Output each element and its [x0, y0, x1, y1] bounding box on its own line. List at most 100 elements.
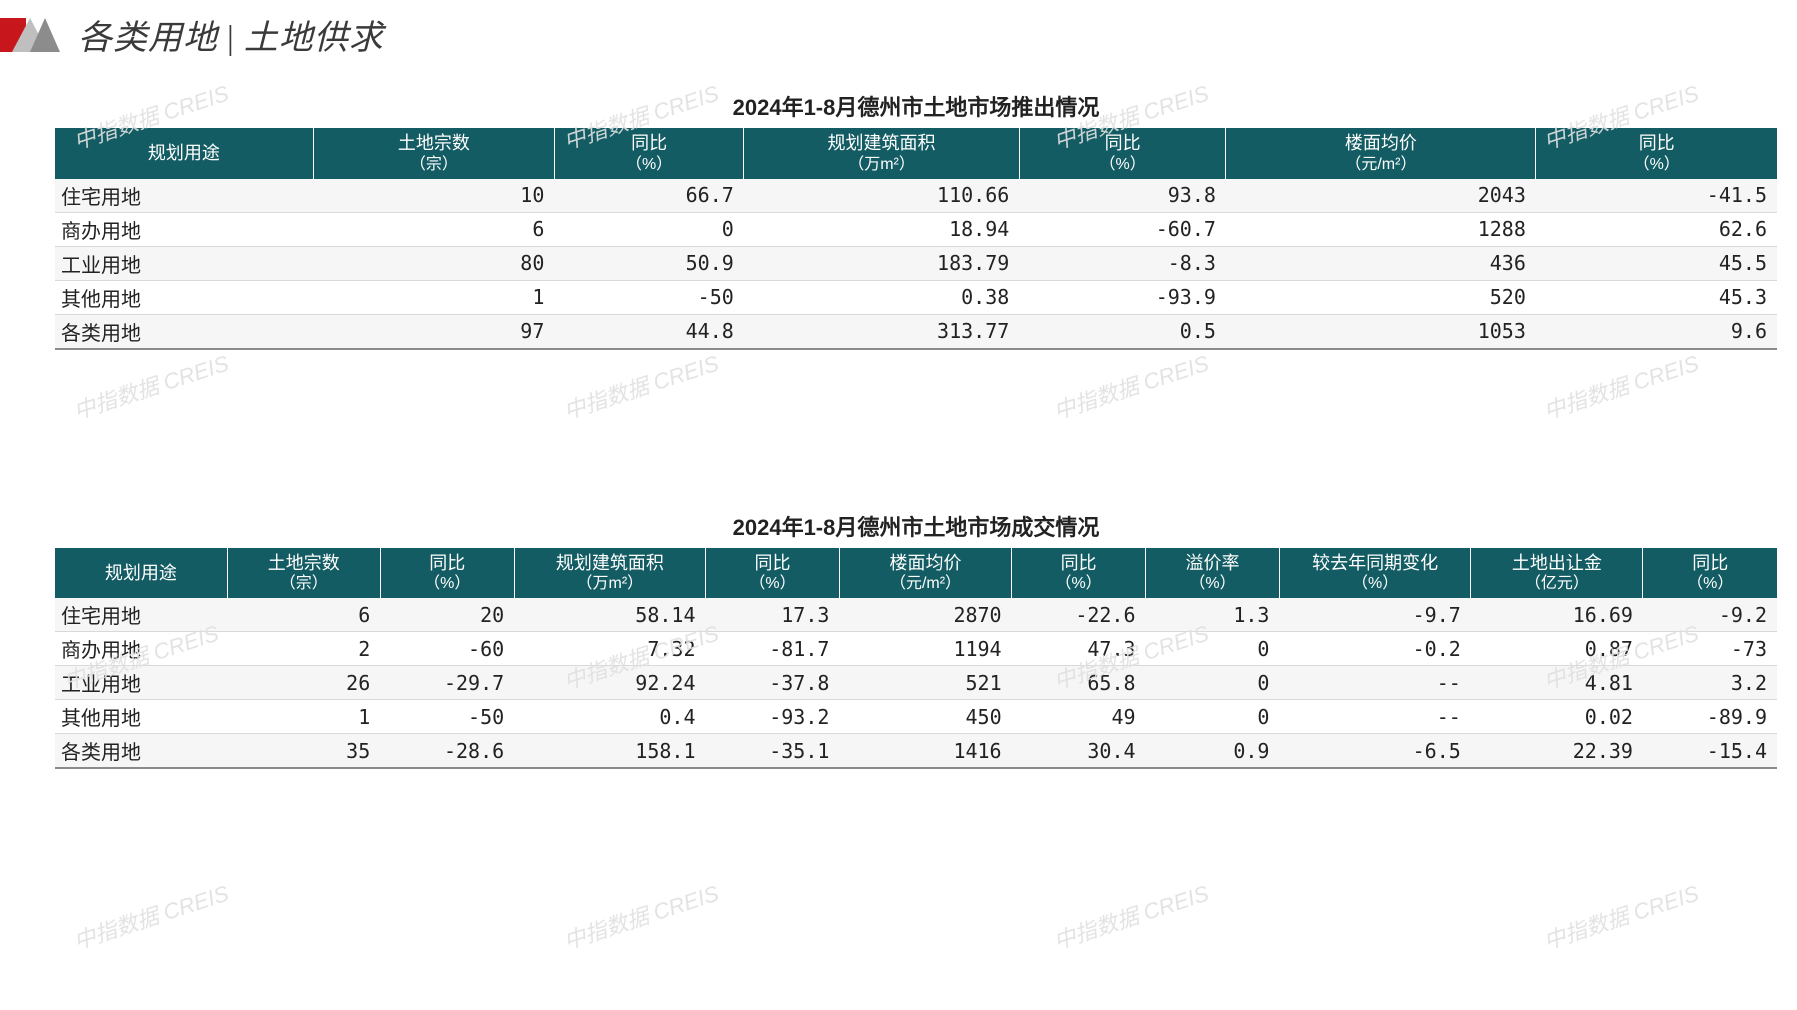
table2-cell: 0 [1146, 666, 1280, 700]
table2-cell: 65.8 [1012, 666, 1146, 700]
table2-cell: 0.87 [1471, 632, 1643, 666]
table2-cell: 0 [1146, 632, 1280, 666]
table2-cell: -89.9 [1643, 700, 1777, 734]
table2-cell: 49 [1012, 700, 1146, 734]
table1-header-row: 规划用途土地宗数（宗）同比（%）规划建筑面积（万m²）同比（%）楼面均价（元/m… [55, 128, 1777, 179]
table2-cell: -22.6 [1012, 598, 1146, 632]
table2-cell: -0.2 [1279, 632, 1470, 666]
table1-cell: -93.9 [1019, 280, 1226, 314]
table1-cell: -50 [554, 280, 743, 314]
table1-cell: -8.3 [1019, 246, 1226, 280]
table2-cell: 1 [227, 700, 380, 734]
table1-cell: 44.8 [554, 314, 743, 349]
table1-row: 工业用地8050.9183.79-8.343645.5 [55, 246, 1777, 280]
table2-cell: 1194 [839, 632, 1011, 666]
table2-cell: 1416 [839, 734, 1011, 769]
title-divider: | [223, 20, 239, 57]
table1-cell: 110.66 [744, 179, 1020, 213]
table2-col-6: 同比（%） [1012, 548, 1146, 599]
table2-row-label: 其他用地 [55, 700, 227, 734]
table2-cell: 0.02 [1471, 700, 1643, 734]
table2-col-1: 土地宗数（宗） [227, 548, 380, 599]
table2-cell: -37.8 [706, 666, 840, 700]
table2-cell: 0 [1146, 700, 1280, 734]
page-title-right: 土地供求 [244, 20, 384, 57]
table2-cell: 35 [227, 734, 380, 769]
page-header: 各类用地 | 土地供求 [0, 10, 384, 59]
table2-cell: 1.3 [1146, 598, 1280, 632]
table1-cell: 97 [313, 314, 554, 349]
table1-cell: 1288 [1226, 212, 1536, 246]
table2-col-10: 同比（%） [1643, 548, 1777, 599]
table1-cell: 2043 [1226, 179, 1536, 213]
table2-cell: -9.2 [1643, 598, 1777, 632]
table1-cell: -41.5 [1536, 179, 1777, 213]
table2-cell: -93.2 [706, 700, 840, 734]
table2-cell: -- [1279, 700, 1470, 734]
table1-cell: 62.6 [1536, 212, 1777, 246]
table2-cell: 2 [227, 632, 380, 666]
table2-cell: -15.4 [1643, 734, 1777, 769]
table1-cell: 1053 [1226, 314, 1536, 349]
table1-row-label: 工业用地 [55, 246, 313, 280]
table2-col-5: 楼面均价（元/m²） [839, 548, 1011, 599]
table2-row-label: 工业用地 [55, 666, 227, 700]
table1-row-label: 其他用地 [55, 280, 313, 314]
watermark: 中指数据 CREIS [1049, 876, 1212, 956]
table1-col-4: 同比（%） [1019, 128, 1226, 179]
table1-col-2: 同比（%） [554, 128, 743, 179]
table2-row: 住宅用地62058.1417.32870-22.61.3-9.716.69-9.… [55, 598, 1777, 632]
table2-row-label: 住宅用地 [55, 598, 227, 632]
table1-col-3: 规划建筑面积（万m²） [744, 128, 1020, 179]
table2-cell: -81.7 [706, 632, 840, 666]
table2-cell: 16.69 [1471, 598, 1643, 632]
table1-row: 其他用地1-500.38-93.952045.3 [55, 280, 1777, 314]
table1-cell: 45.5 [1536, 246, 1777, 280]
table2-col-3: 规划建筑面积（万m²） [514, 548, 705, 599]
table1-cell: 80 [313, 246, 554, 280]
table1-cell: 0.38 [744, 280, 1020, 314]
table1-cell: -60.7 [1019, 212, 1226, 246]
table2-cell: 20 [380, 598, 514, 632]
table1-cell: 1 [313, 280, 554, 314]
table1-row-label: 各类用地 [55, 314, 313, 349]
table1-cell: 0 [554, 212, 743, 246]
page-title: 各类用地 | 土地供求 [78, 10, 384, 59]
table2-col-8: 较去年同期变化（%） [1279, 548, 1470, 599]
table2-cell: 58.14 [514, 598, 705, 632]
table2-row: 商办用地2-607.32-81.7119447.30-0.20.87-73 [55, 632, 1777, 666]
table1-row: 各类用地9744.8313.770.510539.6 [55, 314, 1777, 349]
table2-cell: 2870 [839, 598, 1011, 632]
table1-cell: 9.6 [1536, 314, 1777, 349]
table1-cell: 50.9 [554, 246, 743, 280]
table1-row-label: 住宅用地 [55, 179, 313, 213]
table1-col-5: 楼面均价（元/m²） [1226, 128, 1536, 179]
table1-cell: 313.77 [744, 314, 1020, 349]
table1-cell: 520 [1226, 280, 1536, 314]
table2-cell: -73 [1643, 632, 1777, 666]
table2-cell: 4.81 [1471, 666, 1643, 700]
table2-title: 2024年1-8月德州市土地市场成交情况 [55, 510, 1777, 542]
table2-cell: 0.9 [1146, 734, 1280, 769]
table2-cell: -- [1279, 666, 1470, 700]
table2-cell: 47.3 [1012, 632, 1146, 666]
table1-cell: 45.3 [1536, 280, 1777, 314]
table1-row-label: 商办用地 [55, 212, 313, 246]
table2-row-label: 商办用地 [55, 632, 227, 666]
table2-cell: 22.39 [1471, 734, 1643, 769]
table2-row-label: 各类用地 [55, 734, 227, 769]
table1-cell: 93.8 [1019, 179, 1226, 213]
table2-cell: 3.2 [1643, 666, 1777, 700]
table2-col-7: 溢价率（%） [1146, 548, 1280, 599]
table2-row: 其他用地1-500.4-93.2450490--0.02-89.9 [55, 700, 1777, 734]
page-title-left: 各类用地 [78, 20, 218, 57]
table2-row: 工业用地26-29.792.24-37.852165.80--4.813.2 [55, 666, 1777, 700]
table1-cell: 436 [1226, 246, 1536, 280]
table2-row: 各类用地35-28.6158.1-35.1141630.40.9-6.522.3… [55, 734, 1777, 769]
table2-header-row: 规划用途土地宗数（宗）同比（%）规划建筑面积（万m²）同比（%）楼面均价（元/m… [55, 548, 1777, 599]
table2-cell: 7.32 [514, 632, 705, 666]
table2-cell: 0.4 [514, 700, 705, 734]
table1-row: 商办用地6018.94-60.7128862.6 [55, 212, 1777, 246]
table1-col-1: 土地宗数（宗） [313, 128, 554, 179]
table2-cell: -28.6 [380, 734, 514, 769]
